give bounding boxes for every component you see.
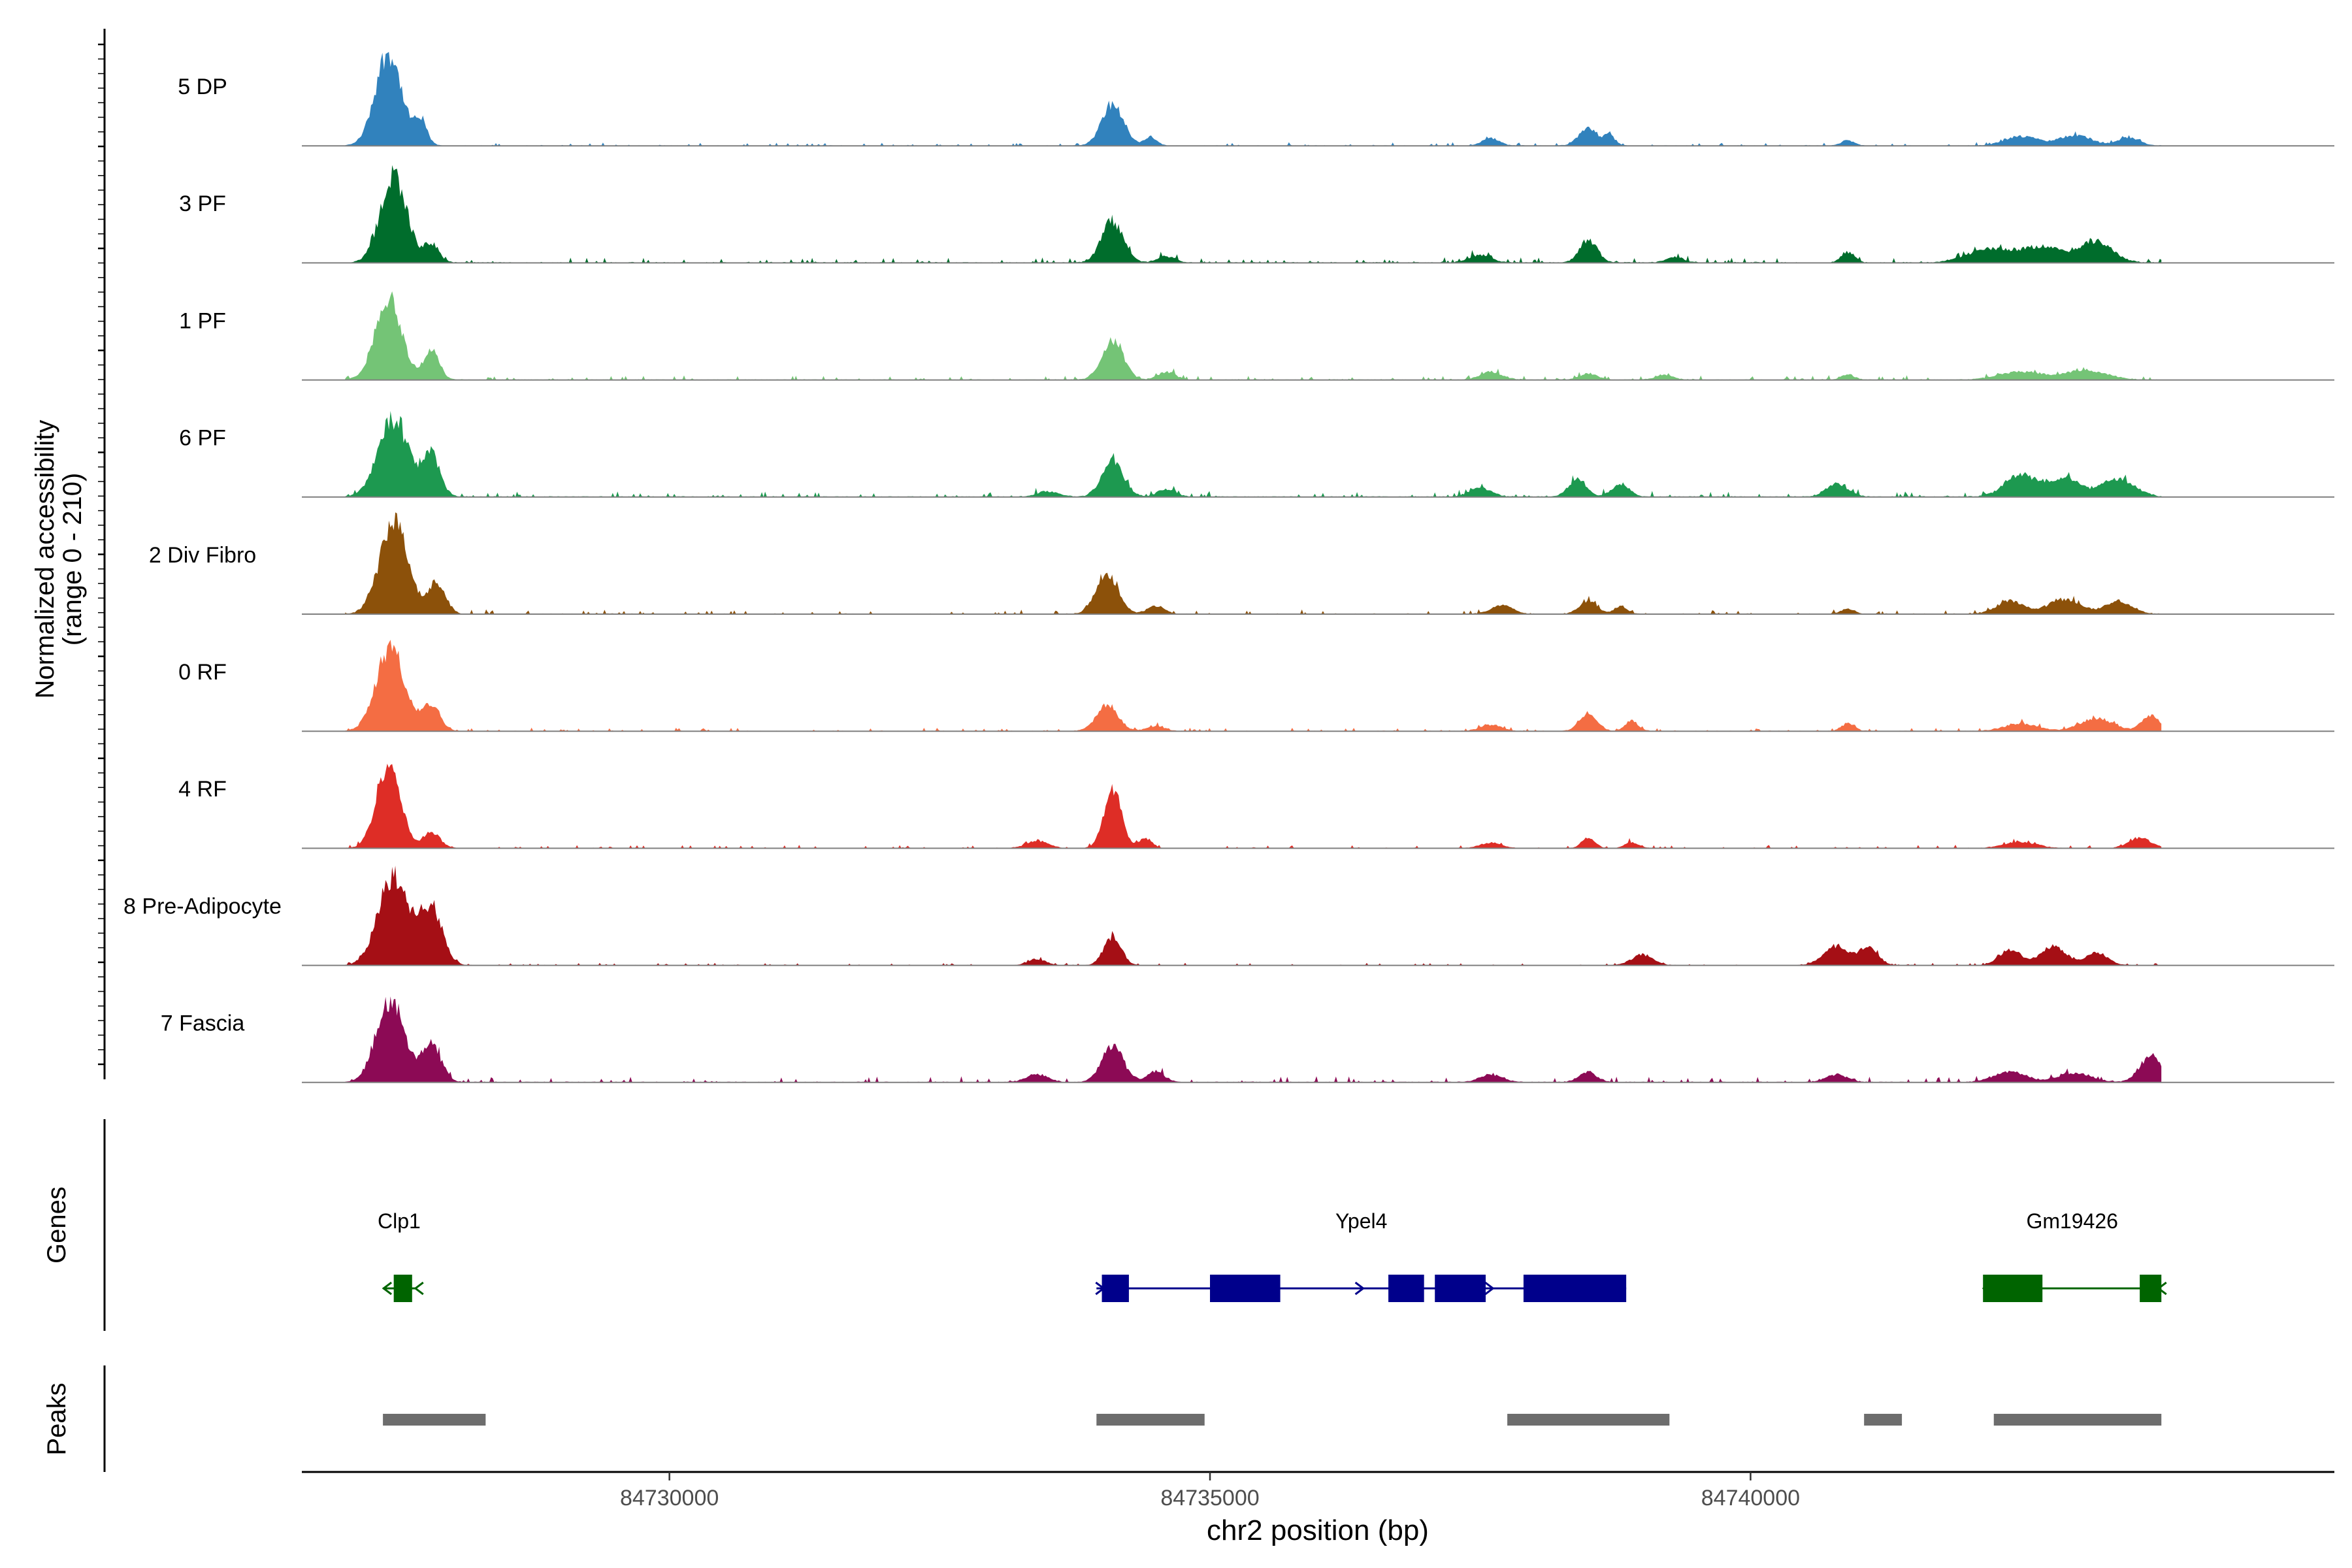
gene-annotation-track: Clp1 Ypel4 Gm19426 xyxy=(378,1209,2167,1302)
gene-exon xyxy=(1210,1275,1281,1302)
track-label: 5 DP xyxy=(178,74,227,99)
coverage-track: 3 PF xyxy=(179,165,2334,264)
gene-exon xyxy=(1102,1275,1129,1302)
peak-region[interactable] xyxy=(383,1414,486,1426)
gene-exon xyxy=(1388,1275,1424,1302)
gene-name-label: Gm19426 xyxy=(2026,1209,2118,1233)
peaks-panel-label: Peaks xyxy=(42,1382,71,1455)
gene-exon xyxy=(1435,1275,1486,1302)
x-tick-label: 84735000 xyxy=(1160,1486,1259,1511)
y-axis-label: Normalized accessibility xyxy=(31,420,59,699)
coverage-track: 0 RF xyxy=(178,640,2334,732)
track-label: 2 Div Fibro xyxy=(149,543,256,568)
genes-panel-label: Genes xyxy=(42,1186,71,1264)
peak-region-track xyxy=(383,1414,2162,1426)
gene-model[interactable]: Ypel4 xyxy=(1095,1209,1627,1302)
peak-region[interactable] xyxy=(1096,1414,1205,1426)
peak-region[interactable] xyxy=(1993,1414,2162,1426)
peak-region[interactable] xyxy=(1507,1414,1670,1426)
track-label: 1 PF xyxy=(179,308,226,333)
strand-arrow xyxy=(1354,1281,1365,1296)
x-tick-label: 84730000 xyxy=(620,1486,719,1511)
strand-arrow xyxy=(1484,1281,1495,1296)
coverage-track: 1 PF xyxy=(179,291,2334,381)
gene-exon xyxy=(1983,1275,2043,1302)
coverage-track: 8 Pre-Adipocyte xyxy=(123,866,2334,966)
y-axis-range-label: (range 0 - 210) xyxy=(58,473,87,646)
track-label: 8 Pre-Adipocyte xyxy=(123,894,282,919)
strand-arrow xyxy=(414,1281,424,1296)
gene-model[interactable]: Clp1 xyxy=(378,1209,424,1302)
coverage-track: 4 RF xyxy=(178,763,2334,849)
x-axis-label: chr2 position (bp) xyxy=(1207,1514,1429,1546)
coverage-tracks: 5 DP 3 PF 1 PF 6 PF 2 Div Fibro 0 RF 4 RF 8 Pre… xyxy=(123,52,2334,1083)
coverage-track: 5 DP xyxy=(178,52,2334,147)
gene-name-label: Ypel4 xyxy=(1335,1209,1387,1233)
gene-exon xyxy=(1523,1275,1627,1302)
coverage-area xyxy=(345,165,2162,263)
gene-model[interactable]: Gm19426 xyxy=(1982,1209,2167,1302)
coverage-track: 7 Fascia xyxy=(161,996,2334,1083)
track-label: 4 RF xyxy=(178,777,227,802)
track-label: 0 RF xyxy=(178,660,227,685)
x-axis-ticks: 84730000 84735000 84740000 xyxy=(620,1472,1800,1511)
gene-exon xyxy=(393,1275,412,1302)
peak-region[interactable] xyxy=(1864,1414,1903,1426)
track-label: 6 PF xyxy=(179,426,226,451)
coverage-y-axis-ticks xyxy=(98,43,105,1066)
gene-name-label: Clp1 xyxy=(378,1209,421,1233)
coverage-track: 6 PF xyxy=(179,411,2334,498)
gene-exon xyxy=(2140,1275,2162,1302)
strand-arrow xyxy=(382,1281,393,1296)
x-tick-label: 84740000 xyxy=(1701,1486,1800,1511)
track-label: 7 Fascia xyxy=(161,1011,245,1036)
track-label: 3 PF xyxy=(179,191,226,216)
coverage-track: 2 Div Fibro xyxy=(149,512,2334,615)
